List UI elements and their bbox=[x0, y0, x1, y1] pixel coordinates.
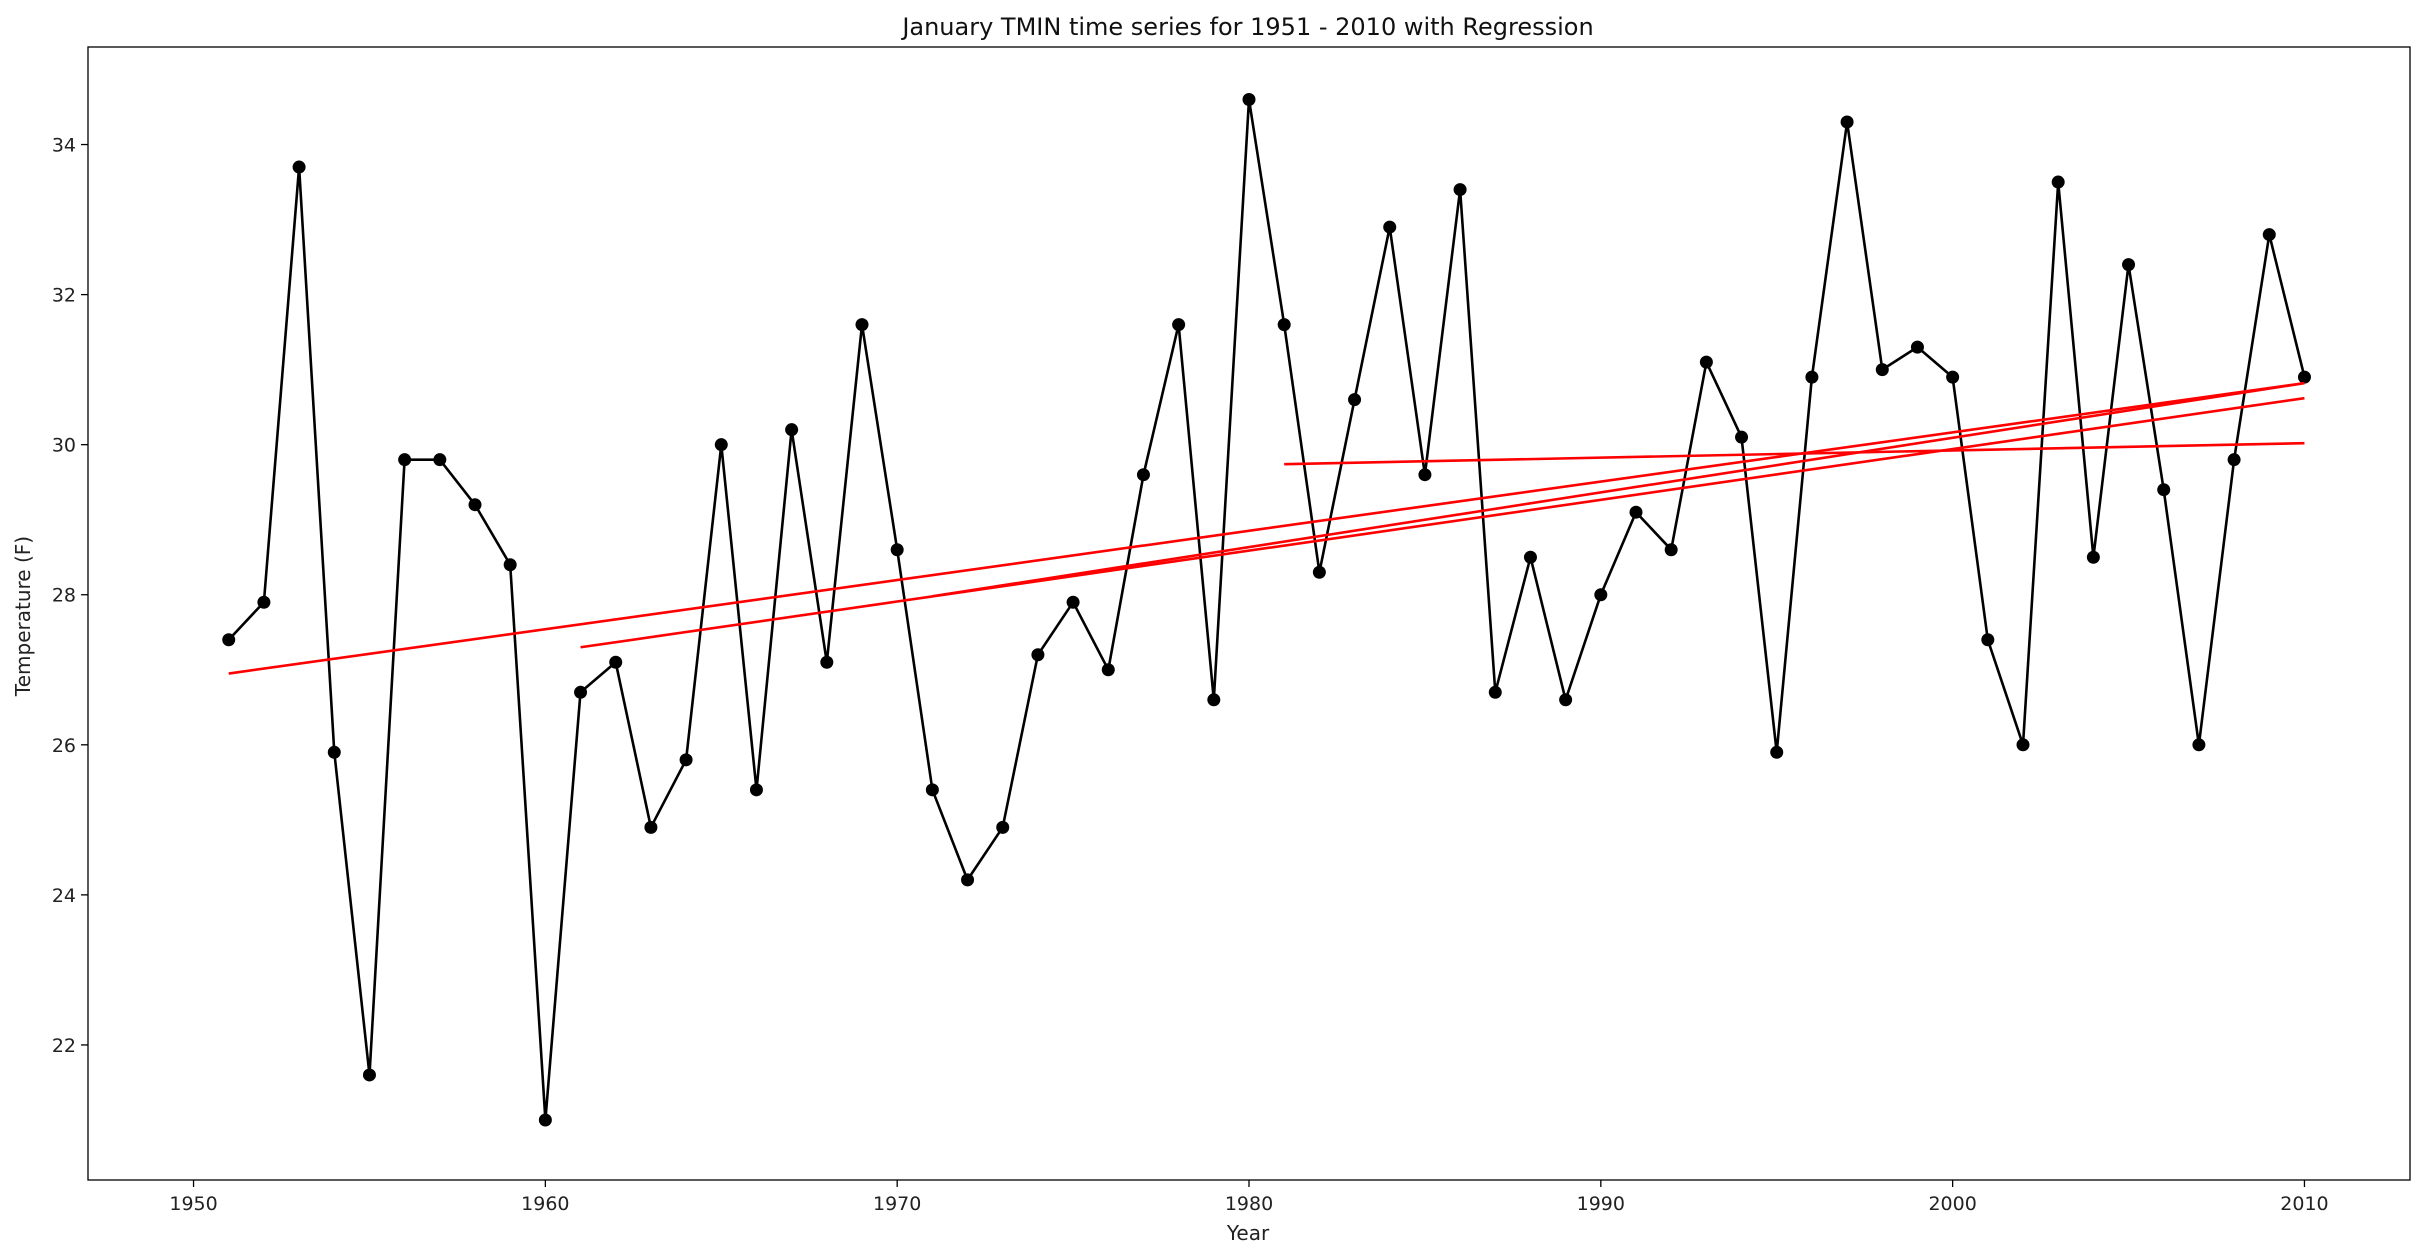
x-tick-label: 1970 bbox=[873, 1193, 921, 1215]
data-point bbox=[749, 783, 763, 797]
x-tick-label: 2000 bbox=[1928, 1193, 1976, 1215]
data-point bbox=[1629, 505, 1643, 519]
data-point bbox=[2122, 258, 2136, 272]
data-point bbox=[1207, 693, 1221, 707]
regression-line bbox=[228, 381, 2305, 675]
regression-line bbox=[932, 381, 2305, 598]
x-tick-label: 1950 bbox=[169, 1193, 217, 1215]
data-point bbox=[1348, 393, 1362, 407]
regression-line bbox=[580, 396, 2305, 649]
data-point bbox=[1770, 745, 1784, 759]
y-tick-label: 28 bbox=[52, 585, 76, 607]
data-point bbox=[1875, 363, 1889, 377]
data-point bbox=[398, 453, 412, 467]
regression-line bbox=[1284, 441, 2305, 466]
data-point bbox=[1559, 693, 1573, 707]
data-point bbox=[1805, 370, 1819, 384]
chart-title: January TMIN time series for 1951 - 2010… bbox=[900, 13, 1593, 41]
data-point bbox=[2086, 550, 2100, 564]
data-point bbox=[2192, 738, 2206, 752]
x-axis-label: Year bbox=[1226, 1221, 1270, 1245]
data-point bbox=[1946, 370, 1960, 384]
y-axis-label: Temperature (F) bbox=[11, 536, 35, 697]
y-tick-label: 30 bbox=[52, 435, 76, 457]
data-point bbox=[433, 453, 447, 467]
data-point bbox=[1312, 565, 1326, 579]
y-tick-label: 26 bbox=[52, 735, 76, 757]
data-point bbox=[679, 753, 693, 767]
x-tick-label: 1980 bbox=[1225, 1193, 1273, 1215]
data-point bbox=[855, 318, 869, 332]
data-point bbox=[785, 423, 799, 437]
data-point bbox=[820, 655, 834, 669]
x-tick-label: 2010 bbox=[2280, 1193, 2328, 1215]
data-point bbox=[714, 438, 728, 452]
data-point bbox=[996, 820, 1010, 834]
data-point bbox=[1840, 115, 1854, 129]
data-point bbox=[327, 745, 341, 759]
data-point bbox=[1066, 595, 1080, 609]
data-point bbox=[1523, 550, 1537, 564]
data-point bbox=[1453, 183, 1467, 197]
data-point bbox=[2051, 175, 2065, 189]
data-point bbox=[1172, 318, 1186, 332]
data-point bbox=[1981, 633, 1995, 647]
data-point bbox=[1664, 543, 1678, 557]
data-point bbox=[1910, 340, 1924, 354]
data-point bbox=[644, 820, 658, 834]
data-point bbox=[1699, 355, 1713, 369]
data-point bbox=[890, 543, 904, 557]
data-point bbox=[292, 160, 306, 174]
data-point bbox=[222, 633, 236, 647]
y-tick-label: 22 bbox=[52, 1035, 76, 1057]
data-point bbox=[609, 655, 623, 669]
data-point bbox=[362, 1068, 376, 1082]
data-point bbox=[1031, 648, 1045, 662]
y-tick-label: 24 bbox=[52, 885, 76, 907]
data-point bbox=[925, 783, 939, 797]
data-point bbox=[2157, 483, 2171, 497]
data-point bbox=[574, 685, 588, 699]
y-tick-label: 32 bbox=[52, 285, 76, 307]
data-point bbox=[1242, 93, 1256, 107]
data-point bbox=[1101, 663, 1115, 677]
series-line bbox=[227, 98, 2306, 1122]
data-point bbox=[503, 558, 517, 572]
data-point bbox=[1383, 220, 1397, 234]
data-point bbox=[1277, 318, 1291, 332]
data-point bbox=[1735, 430, 1749, 444]
y-tick-label: 34 bbox=[52, 135, 76, 157]
data-point bbox=[2297, 370, 2311, 384]
data-point bbox=[2016, 738, 2030, 752]
data-point bbox=[961, 873, 975, 887]
x-tick-label: 1960 bbox=[521, 1193, 569, 1215]
data-point bbox=[538, 1113, 552, 1127]
data-point bbox=[257, 595, 271, 609]
x-tick-label: 1990 bbox=[1577, 1193, 1625, 1215]
data-point bbox=[468, 498, 482, 512]
data-point bbox=[1418, 468, 1432, 482]
plot-area: 1950 1960 1970 1980 1990 2000 2010 22 24 26 28 30 32… bbox=[52, 46, 2411, 1215]
data-point bbox=[1136, 468, 1150, 482]
data-point bbox=[2227, 453, 2241, 467]
data-point bbox=[1594, 588, 1608, 602]
data-point bbox=[2262, 228, 2276, 242]
data-point bbox=[1488, 685, 1502, 699]
